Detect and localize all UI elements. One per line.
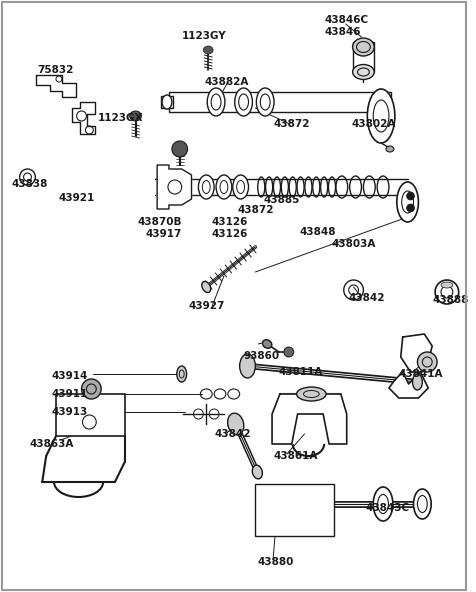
Ellipse shape: [257, 88, 274, 116]
Ellipse shape: [216, 175, 232, 199]
Ellipse shape: [373, 487, 393, 521]
Circle shape: [417, 352, 437, 372]
Text: 43870B: 43870B: [138, 217, 182, 227]
Text: 43841A: 43841A: [399, 369, 443, 379]
Polygon shape: [401, 334, 432, 372]
Text: 43803A: 43803A: [332, 239, 377, 249]
Ellipse shape: [441, 282, 453, 288]
Text: 43927: 43927: [188, 301, 225, 311]
Polygon shape: [389, 372, 428, 398]
Text: 43842: 43842: [214, 429, 251, 439]
Text: 43861A: 43861A: [273, 451, 317, 461]
Ellipse shape: [162, 95, 172, 109]
Ellipse shape: [386, 146, 394, 152]
Text: 43842: 43842: [349, 293, 385, 303]
Circle shape: [284, 347, 294, 357]
Text: 93860: 93860: [244, 351, 280, 361]
Text: 43917: 43917: [145, 229, 182, 239]
Text: 43802A: 43802A: [352, 119, 396, 129]
Ellipse shape: [239, 354, 255, 378]
Ellipse shape: [207, 88, 225, 116]
Text: 75832: 75832: [37, 65, 74, 75]
Bar: [353, 42, 374, 72]
Text: 43848: 43848: [299, 227, 336, 237]
Ellipse shape: [202, 281, 211, 292]
Ellipse shape: [233, 175, 248, 199]
Text: 43880: 43880: [258, 557, 294, 567]
Text: 43811A: 43811A: [279, 367, 323, 377]
Text: 43882A: 43882A: [204, 77, 248, 87]
Ellipse shape: [198, 175, 214, 199]
Circle shape: [435, 280, 459, 304]
Ellipse shape: [414, 489, 431, 519]
Polygon shape: [157, 165, 191, 209]
Ellipse shape: [252, 465, 262, 479]
Bar: [161, 96, 173, 108]
Ellipse shape: [353, 65, 374, 79]
Text: 43863A: 43863A: [30, 439, 74, 449]
Text: 43126: 43126: [211, 229, 248, 239]
Text: 43885: 43885: [263, 195, 299, 205]
Text: 1123GY: 1123GY: [182, 31, 226, 41]
Ellipse shape: [228, 413, 244, 435]
Text: 43911: 43911: [51, 389, 87, 399]
Ellipse shape: [297, 387, 326, 401]
Text: 43846: 43846: [324, 27, 361, 37]
Circle shape: [172, 141, 188, 157]
Ellipse shape: [129, 111, 141, 121]
Ellipse shape: [353, 38, 374, 56]
Text: 43913: 43913: [51, 407, 87, 417]
Text: 1123GX: 1123GX: [98, 113, 144, 123]
Text: 43838: 43838: [12, 179, 48, 189]
Circle shape: [407, 192, 415, 200]
Ellipse shape: [413, 374, 422, 390]
Text: 43872: 43872: [273, 119, 309, 129]
Text: 43914: 43914: [51, 371, 88, 381]
Bar: [169, 92, 391, 112]
Ellipse shape: [397, 182, 418, 222]
Bar: [56, 394, 125, 436]
Ellipse shape: [177, 366, 187, 382]
Text: 43872: 43872: [238, 205, 274, 215]
Ellipse shape: [262, 340, 272, 348]
Circle shape: [81, 379, 101, 399]
Ellipse shape: [235, 88, 252, 116]
Circle shape: [407, 204, 415, 212]
Text: 43126: 43126: [211, 217, 248, 227]
Ellipse shape: [203, 46, 213, 54]
Polygon shape: [272, 394, 347, 444]
Bar: [255, 484, 334, 536]
Text: 43843C: 43843C: [366, 503, 409, 513]
Ellipse shape: [367, 89, 395, 143]
Polygon shape: [36, 75, 76, 97]
Text: 43888: 43888: [432, 295, 468, 305]
Text: 43921: 43921: [59, 193, 95, 203]
Polygon shape: [72, 102, 95, 134]
Text: 43846C: 43846C: [324, 15, 368, 25]
